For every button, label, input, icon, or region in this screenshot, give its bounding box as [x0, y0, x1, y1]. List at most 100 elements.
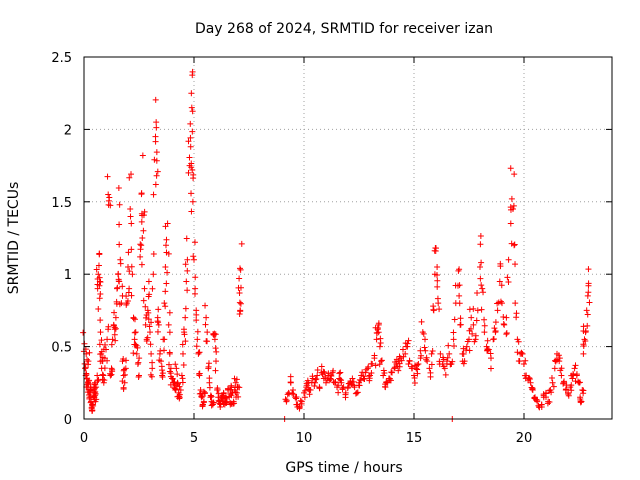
data-point: [233, 376, 240, 383]
data-point: [172, 361, 179, 368]
data-point: [120, 372, 127, 379]
data-point: [236, 299, 243, 306]
x-tick-label: 5: [190, 431, 198, 446]
data-point: [380, 372, 387, 379]
data-point: [584, 292, 591, 299]
data-point: [444, 354, 451, 361]
data-point: [94, 377, 101, 384]
data-point: [460, 350, 467, 357]
data-point: [105, 201, 112, 208]
data-point: [120, 356, 127, 363]
data-point: [375, 321, 382, 328]
data-point: [481, 316, 488, 323]
data-point: [460, 360, 467, 367]
data-point: [337, 376, 344, 383]
data-point: [429, 348, 436, 355]
data-point: [204, 329, 211, 336]
data-point: [95, 262, 102, 269]
data-point: [228, 392, 235, 399]
data-point: [302, 387, 309, 394]
data-point: [154, 168, 161, 175]
data-point: [378, 358, 384, 365]
data-point: [122, 365, 129, 372]
data-point: [147, 341, 154, 348]
data-point: [147, 329, 153, 336]
data-point: [376, 343, 383, 350]
data-point: [193, 317, 200, 324]
data-point: [193, 311, 200, 318]
data-point: [154, 328, 161, 335]
data-point: [130, 350, 137, 357]
data-point: [515, 357, 522, 364]
data-point: [236, 275, 243, 282]
data-point: [471, 338, 478, 345]
data-point: [116, 201, 123, 208]
data-point: [170, 375, 177, 382]
data-point: [518, 349, 525, 356]
data-point: [507, 165, 514, 172]
data-point: [214, 385, 221, 392]
data-point: [316, 385, 323, 392]
data-point: [580, 342, 587, 349]
data-point: [212, 345, 219, 352]
data-point: [296, 405, 303, 412]
data-point: [526, 375, 533, 382]
y-tick-label: 1: [64, 268, 72, 283]
data-point: [529, 385, 536, 392]
data-point: [181, 331, 188, 338]
data-point: [413, 365, 420, 372]
data-point: [237, 307, 244, 314]
data-point: [183, 278, 190, 285]
data-point: [184, 267, 191, 274]
data-point: [185, 169, 192, 176]
data-point: [372, 362, 379, 369]
data-point: [152, 96, 159, 103]
data-point: [139, 235, 146, 241]
data-point: [141, 208, 148, 215]
data-point: [323, 379, 329, 386]
data-point: [498, 282, 505, 289]
data-point: [149, 359, 156, 366]
y-tick-label: 2: [64, 123, 72, 138]
data-point: [338, 377, 345, 384]
data-point: [481, 322, 488, 329]
data-point: [213, 348, 220, 355]
data-point: [236, 311, 243, 317]
data-point: [490, 335, 497, 342]
data-point: [544, 400, 551, 407]
data-point: [146, 291, 153, 298]
data-point: [185, 138, 192, 145]
data-point: [445, 342, 452, 349]
data-point: [179, 375, 186, 382]
data-point: [97, 329, 104, 336]
data-point: [585, 289, 592, 296]
x-axis-label: GPS time / hours: [285, 460, 402, 476]
data-point: [366, 375, 373, 382]
data-point: [456, 300, 463, 307]
y-tick-label: 1.5: [51, 196, 72, 211]
data-point: [318, 363, 325, 370]
data-point: [549, 379, 556, 386]
data-point: [356, 376, 363, 383]
data-point: [87, 387, 94, 394]
data-point: [137, 246, 144, 253]
data-point: [568, 387, 575, 394]
data-point: [360, 373, 367, 380]
data-point: [499, 300, 505, 307]
data-point: [138, 191, 145, 198]
data-point: [86, 377, 93, 384]
data-point: [512, 300, 519, 307]
data-point: [95, 271, 102, 278]
data-point: [118, 300, 125, 307]
data-point: [477, 275, 484, 282]
chart-title: Day 268 of 2024, SRMTID for receiver iza…: [195, 21, 493, 37]
data-point: [500, 320, 507, 327]
data-point: [159, 370, 166, 377]
data-point: [479, 285, 486, 292]
data-point: [442, 371, 449, 378]
data-point: [119, 283, 126, 290]
data-point: [510, 206, 516, 213]
data-point: [428, 361, 435, 368]
data-point: [450, 342, 457, 349]
